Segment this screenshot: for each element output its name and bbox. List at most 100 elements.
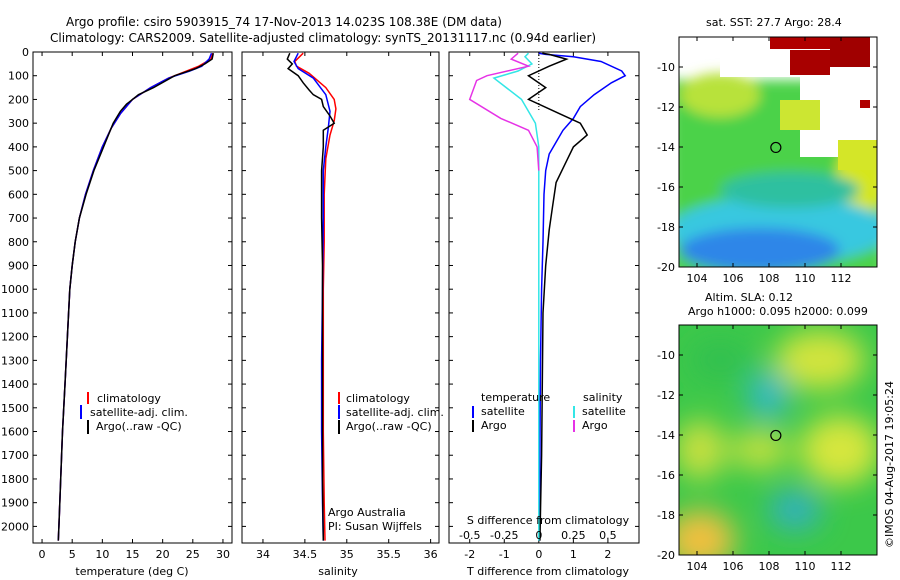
x-tick-label: 2 (604, 548, 611, 561)
sst-red-land-1 (770, 37, 830, 49)
legend-temp-argo-label: Argo (481, 419, 507, 432)
title-line-2: Climatology: CARS2009. Satellite-adjuste… (50, 31, 596, 45)
argo-position-marker (770, 141, 782, 154)
map-x-tick-label: 108 (759, 560, 780, 573)
map-y-tick-label: -10 (657, 349, 675, 362)
sst-field-blue (680, 228, 840, 267)
sst-yellow-patch-2 (838, 140, 877, 170)
salinity-axes-frame (241, 51, 440, 544)
s-tick-label: -0.5 (459, 529, 480, 542)
map-y-tick-label: -18 (657, 509, 675, 522)
map-x-tick-label: 112 (831, 272, 852, 285)
argo-position-marker (770, 429, 782, 442)
depth-tick-label: 1400 (1, 378, 29, 391)
series-line-climatology (293, 52, 337, 541)
sla-cyan-eddy-2 (769, 490, 821, 530)
depth-tick-label: 100 (8, 70, 29, 83)
sla-map-title-2: Argo h1000: 0.095 h2000: 0.099 (688, 305, 868, 318)
sst-red-land-4 (860, 100, 870, 108)
map-x-tick-label: 106 (723, 560, 744, 573)
x-tick-label: 20 (156, 548, 170, 561)
sst-map-frame (678, 36, 878, 268)
map-y-tick-label: -18 (657, 221, 675, 234)
x-tick-label: 5 (69, 548, 76, 561)
series-line-salinity-satellite (492, 52, 540, 541)
x-tick-label: 25 (186, 548, 200, 561)
sla-orange-sw (679, 510, 735, 555)
sla-cyan-eddy-1 (748, 371, 788, 419)
map-y-tick-label: -14 (657, 429, 675, 442)
depth-tick-label: 500 (8, 165, 29, 178)
map-y-tick-label: -16 (657, 181, 675, 194)
series-line-climatology (57, 52, 214, 541)
map-x-tick-label: 104 (687, 272, 708, 285)
series-line-temperature-argo (526, 52, 589, 541)
x-tick-label: 0 (39, 548, 46, 561)
x-tick-label: 35 (340, 548, 354, 561)
sst-map-title: sat. SST: 27.7 Argo: 28.4 (706, 16, 842, 29)
difference-panel: -2 -1 0 1 2 temperature salinity satellite A… (448, 51, 640, 578)
legend-sal-satellite-label: satellite (582, 405, 626, 418)
map-x-tick-label: 110 (795, 272, 816, 285)
legend-satellite-label: satellite-adj. clim. (90, 406, 188, 419)
map-x-tick-label: 106 (723, 272, 744, 285)
depth-tick-label: 1100 (1, 307, 29, 320)
credit-line-2: PI: Susan Wijffels (328, 520, 422, 533)
legend-climatology-label: climatology (346, 392, 410, 405)
x-tick-label: 1 (570, 548, 577, 561)
depth-tick-label: 1600 (1, 426, 29, 439)
depth-tick-label: 1800 (1, 473, 29, 486)
map-y-tick-label: -12 (657, 389, 675, 402)
map-y-tick-label: -14 (657, 141, 675, 154)
series-line-argo-raw-qc- (57, 53, 215, 541)
series-line-satellite-adj-clim- (57, 52, 213, 541)
depth-tick-label: 600 (8, 188, 29, 201)
difference-legend: temperature salinity satellite Argo sate… (472, 391, 626, 432)
map-y-tick-label: -10 (657, 61, 675, 74)
x-tick-label: 34.5 (293, 548, 318, 561)
sla-yellow-3 (800, 415, 877, 485)
legend-salinity-header: salinity (583, 391, 623, 404)
title-line-1: Argo profile: csiro 5903915_74 17-Nov-20… (66, 15, 502, 29)
sla-yellow-1 (775, 330, 865, 390)
sst-heatmap (679, 37, 877, 267)
depth-tick-label: 1200 (1, 331, 29, 344)
depth-tick-label: 300 (8, 117, 29, 130)
s-tick-label: 0.25 (561, 529, 586, 542)
temperature-axes-frame (32, 51, 233, 544)
difference-axes-frame (448, 51, 640, 544)
series-line-satellite-adj-clim- (293, 52, 331, 541)
x-tick-label: 15 (126, 548, 140, 561)
depth-tick-label: 1000 (1, 283, 29, 296)
sla-heatmap (679, 325, 877, 555)
depth-tick-label: 900 (8, 259, 29, 272)
sla-map-title-1: Altim. SLA: 0.12 (705, 291, 793, 304)
depth-tick-label: 700 (8, 212, 29, 225)
map-x-tick-label: 112 (831, 560, 852, 573)
sst-red-land-3 (790, 50, 830, 75)
salinity-panel: 34 34.5 35 35.5 36 salinity climatology sate… (241, 51, 444, 578)
t-difference-label: T difference from climatology (466, 565, 629, 578)
depth-tick-label: 0 (22, 46, 29, 59)
depth-tick-label: 400 (8, 141, 29, 154)
s-tick-label: 0 (535, 529, 542, 542)
map-x-tick-label: 104 (687, 560, 708, 573)
sla-map-frame (678, 324, 878, 556)
sla-map-panel: Altim. SLA: 0.12 Argo h1000: 0.095 h2000… (657, 291, 878, 573)
salinity-legend: climatology satellite-adj. clim. Argo(..… (338, 392, 444, 434)
x-tick-label: 30 (216, 548, 230, 561)
sst-yellow-patch (780, 100, 820, 130)
sla-green-1 (690, 340, 750, 380)
legend-argo-label: Argo(..raw -QC) (96, 420, 182, 433)
depth-tick-label: 1700 (1, 449, 29, 462)
x-tick-label: -2 (464, 548, 475, 561)
temperature-legend: climatology satellite-adj. clim. Argo(..… (80, 392, 188, 434)
legend-temp-satellite-label: satellite (481, 405, 525, 418)
series-line-argo-raw-qc- (286, 52, 336, 541)
depth-tick-label: 1500 (1, 402, 29, 415)
depth-tick-label: 2000 (1, 520, 29, 533)
x-tick-label: 10 (95, 548, 109, 561)
s-tick-label: 0.5 (599, 529, 617, 542)
sst-field-yellowgreen (680, 73, 760, 117)
